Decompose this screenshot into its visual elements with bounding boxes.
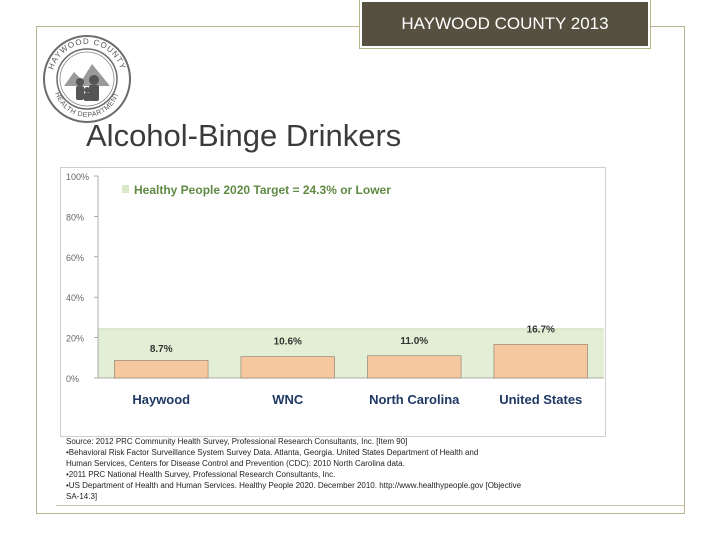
- y-tick-label: 40%: [66, 293, 84, 303]
- category-label: United States: [499, 392, 582, 407]
- bar-chart: 0% 20% 40% 60% 80% 100% Healthy People 2020 Ta…: [60, 167, 606, 437]
- source-note: Source: 2012 PRC Community Health Survey…: [66, 437, 408, 446]
- bar-value-label: 10.6%: [274, 337, 302, 348]
- header-title-box: HAYWOOD COUNTY 2013: [359, 0, 651, 49]
- bar-value-label: 11.0%: [400, 336, 428, 347]
- category-label: WNC: [272, 392, 304, 407]
- page-title: Alcohol-Binge Drinkers: [86, 118, 402, 153]
- category-label: North Carolina: [369, 392, 460, 407]
- source-note: •Behavioral Risk Factor Surveillance Sys…: [66, 448, 479, 457]
- bar-value-label: 8.7%: [150, 344, 173, 355]
- bar: [240, 356, 335, 379]
- legend-label: Healthy People 2020 Target = 24.3% or Lo…: [134, 183, 391, 197]
- y-tick-label: 60%: [66, 253, 84, 263]
- y-tick-label: 80%: [66, 212, 84, 222]
- header-title: HAYWOOD COUNTY 2013: [401, 14, 609, 33]
- source-note: Human Services, Centers for Disease Cont…: [66, 459, 405, 468]
- bar: [114, 360, 209, 379]
- legend-swatch: [122, 185, 129, 193]
- chart-border: [60, 167, 606, 437]
- category-label: Haywood: [132, 392, 190, 407]
- footer-divider: [56, 505, 684, 506]
- bar: [367, 355, 462, 379]
- bar: [493, 343, 588, 379]
- y-tick-label: 0%: [66, 374, 79, 384]
- y-tick-label: 20%: [66, 334, 84, 344]
- source-note: SA-14.3]: [66, 492, 98, 501]
- y-tick-label: 100%: [66, 172, 89, 182]
- bar-chart-svg: 0% 20% 40% 60% 80% 100% Healthy People 2020 Ta…: [60, 167, 606, 437]
- source-note: •2011 PRC National Health Survey, Profes…: [66, 470, 336, 479]
- source-note: •US Department of Health and Human Servi…: [66, 481, 522, 490]
- source-notes: Source: 2012 PRC Community Health Survey…: [66, 436, 606, 502]
- county-health-department-seal-icon: HAYWOOD COUNTY HEALTH DEPARTMENT: [43, 35, 131, 123]
- bar-value-label: 16.7%: [527, 324, 555, 335]
